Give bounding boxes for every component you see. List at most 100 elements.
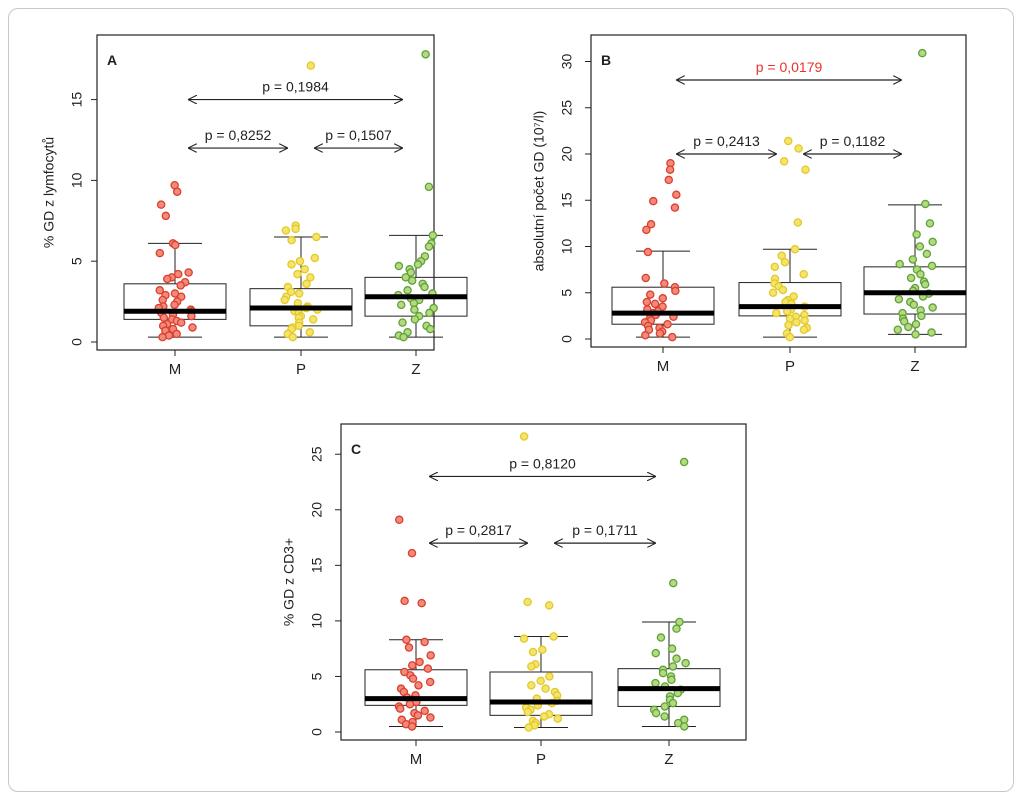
y-tick-label: 10 xyxy=(309,613,325,629)
x-tick-label: M xyxy=(410,751,423,768)
data-point xyxy=(414,681,423,690)
data-point xyxy=(173,269,183,279)
data-point xyxy=(671,286,680,296)
data-point xyxy=(668,662,678,671)
data-point xyxy=(664,175,674,185)
comparison-p-value: p = 0,0179 xyxy=(756,59,823,75)
data-point xyxy=(287,260,296,269)
y-tick-label: 15 xyxy=(559,192,575,208)
y-axis-label: % GD z lymfocytů xyxy=(41,137,57,248)
data-point xyxy=(921,199,930,209)
data-point xyxy=(641,273,651,283)
data-point xyxy=(642,225,651,235)
data-point xyxy=(894,294,904,304)
data-point xyxy=(784,320,793,330)
x-tick-label: P xyxy=(296,361,306,378)
y-tick-label: 15 xyxy=(309,557,325,573)
data-point xyxy=(660,702,670,711)
x-tick-label: M xyxy=(169,361,182,378)
data-point xyxy=(895,259,904,269)
data-point xyxy=(288,332,297,342)
data-point xyxy=(424,242,434,251)
data-point xyxy=(660,712,669,721)
data-point xyxy=(793,218,803,227)
data-point xyxy=(794,144,803,153)
data-point xyxy=(519,634,529,643)
data-point xyxy=(417,598,426,608)
data-point xyxy=(642,297,652,307)
data-point xyxy=(645,290,655,299)
data-point xyxy=(779,157,789,166)
data-point xyxy=(679,457,689,467)
data-point xyxy=(799,269,808,279)
data-point xyxy=(909,300,919,310)
y-tick-label: 10 xyxy=(559,239,575,255)
data-point xyxy=(663,319,672,329)
x-tick-label: P xyxy=(536,751,546,768)
figure-frame xyxy=(8,8,1014,792)
data-point xyxy=(295,256,305,266)
data-point xyxy=(893,325,903,334)
data-point xyxy=(420,282,429,292)
y-tick-label: 0 xyxy=(309,728,325,736)
data-point xyxy=(426,651,435,660)
data-point xyxy=(792,318,801,327)
data-point xyxy=(777,251,786,260)
data-point xyxy=(523,707,533,717)
panel-a: 0 5 10 15 % GD z lymfocytů M P Z Ap = 0,1984 p = … xyxy=(41,34,468,378)
y-tick-label: 25 xyxy=(559,100,575,116)
y-tick-label: 20 xyxy=(309,502,325,518)
data-point xyxy=(424,182,434,192)
data-point xyxy=(911,319,921,329)
data-point xyxy=(306,273,315,282)
data-point xyxy=(404,643,414,652)
data-point xyxy=(658,668,668,678)
data-point xyxy=(188,323,197,332)
data-point xyxy=(539,712,549,721)
data-point xyxy=(159,313,169,323)
plot-frame xyxy=(340,423,747,741)
data-point xyxy=(425,308,434,318)
data-point xyxy=(408,674,418,683)
data-point xyxy=(406,268,416,277)
data-point xyxy=(643,247,653,257)
data-point xyxy=(778,285,788,295)
data-point xyxy=(291,224,300,234)
data-point xyxy=(646,220,656,229)
data-point xyxy=(545,672,554,681)
data-point xyxy=(927,261,937,271)
data-point xyxy=(407,276,417,285)
data-point xyxy=(410,315,420,324)
panel-b: 0 5 10 15 20 25 30 absolutní počet GD (10⁷/l) M P… xyxy=(531,34,967,375)
data-point xyxy=(536,676,545,686)
data-point xyxy=(790,245,800,254)
data-point xyxy=(423,664,433,673)
plot-frame xyxy=(96,34,435,351)
data-point xyxy=(785,332,795,342)
data-point xyxy=(155,286,165,295)
x-tick-label: Z xyxy=(910,358,919,375)
data-point xyxy=(918,48,927,58)
data-point xyxy=(420,706,429,716)
panel-label: C xyxy=(351,441,361,457)
data-point xyxy=(651,678,660,688)
data-point xyxy=(920,280,930,289)
data-point xyxy=(415,657,424,667)
y-tick-label: 5 xyxy=(309,672,325,680)
data-point xyxy=(281,226,291,235)
data-point xyxy=(915,242,925,251)
data-point xyxy=(780,257,790,267)
data-point xyxy=(925,219,935,228)
comparison-p-value: p = 0,2817 xyxy=(445,522,512,538)
data-point xyxy=(680,722,689,731)
data-point xyxy=(306,61,316,70)
data-point xyxy=(541,684,550,693)
data-point xyxy=(527,662,536,671)
comparison-p-value: p = 0,1182 xyxy=(820,133,886,149)
data-point xyxy=(772,308,781,318)
comparison-p-value: p = 0,8120 xyxy=(509,455,576,471)
data-point xyxy=(681,658,690,668)
data-point xyxy=(407,548,417,558)
data-point xyxy=(293,269,302,279)
data-point xyxy=(425,677,435,687)
